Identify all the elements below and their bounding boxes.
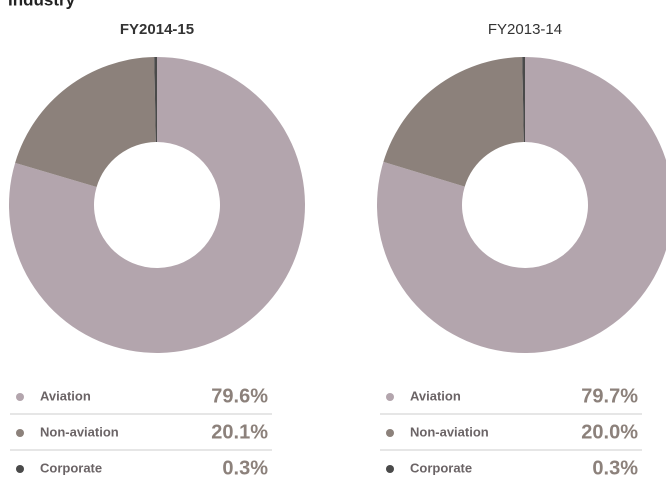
- legend-label: Non-aviation: [410, 424, 489, 439]
- legend-dot: [386, 465, 394, 473]
- legend-dot: [386, 393, 394, 401]
- legend-dot: [16, 465, 24, 473]
- legend-label: Non-aviation: [40, 424, 119, 439]
- donut-slice: [8, 57, 305, 353]
- value-label: 0.3%: [592, 457, 638, 479]
- legend-label: Aviation: [40, 388, 91, 403]
- value-label: 79.7%: [581, 385, 638, 407]
- chart-title: FY2014-15: [120, 21, 194, 38]
- donut-slice: [383, 57, 524, 187]
- value-label: 20.0%: [581, 421, 638, 443]
- page-title: Industry: [8, 0, 76, 9]
- donut-slice: [15, 57, 156, 188]
- donut-slice: [522, 57, 525, 143]
- value-label: 0.3%: [222, 457, 268, 479]
- donut-slice: [377, 57, 666, 353]
- legend-label: Corporate: [410, 460, 472, 475]
- legend-label: Aviation: [410, 388, 461, 403]
- legend-label: Corporate: [40, 460, 102, 475]
- donut-slice: [154, 57, 157, 143]
- value-label: 20.1%: [211, 421, 268, 443]
- chart-title: FY2013-14: [488, 21, 562, 38]
- legend-dot: [386, 429, 394, 437]
- legend-dot: [16, 393, 24, 401]
- legend-dot: [16, 429, 24, 437]
- value-label: 79.6%: [211, 385, 268, 407]
